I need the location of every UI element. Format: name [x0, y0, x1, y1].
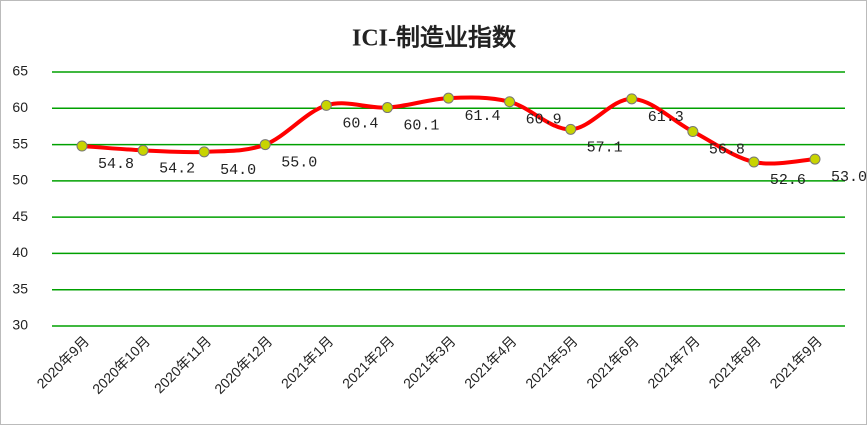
point: [687, 126, 699, 138]
y-tick-label: 50: [12, 172, 28, 188]
data-label: 60.1: [403, 118, 439, 135]
data-label: 61.3: [648, 109, 684, 126]
data-label: 60.9: [526, 112, 562, 129]
point: [504, 96, 516, 108]
point: [748, 156, 760, 168]
y-tick-label: 45: [12, 208, 28, 224]
data-label: 53.0: [831, 169, 867, 186]
y-tick-label: 65: [12, 63, 28, 79]
point: [198, 146, 210, 158]
y-tick-label: 60: [12, 99, 28, 115]
data-label: 54.2: [159, 160, 195, 177]
data-label: 54.0: [220, 162, 256, 179]
y-tick-label: 55: [12, 135, 28, 151]
point: [565, 123, 577, 135]
point: [381, 102, 393, 114]
y-tick-label: 30: [12, 317, 28, 333]
data-label: 52.6: [770, 172, 806, 189]
data-label: 60.4: [342, 115, 378, 132]
point: [626, 93, 638, 105]
y-tick-label: 35: [12, 280, 28, 296]
point: [259, 139, 271, 151]
y-tick-label: 40: [12, 244, 28, 260]
data-label: 61.4: [465, 108, 501, 125]
data-label: 57.1: [587, 139, 623, 156]
data-label: 56.8: [709, 141, 745, 158]
point: [809, 153, 821, 165]
point: [137, 144, 149, 156]
point: [320, 99, 332, 111]
point: [443, 92, 454, 104]
point: [76, 140, 88, 152]
chart-title: ICI-制造业指数: [352, 25, 517, 52]
data-label: 55.0: [281, 155, 317, 172]
data-label: 54.8: [98, 156, 134, 173]
